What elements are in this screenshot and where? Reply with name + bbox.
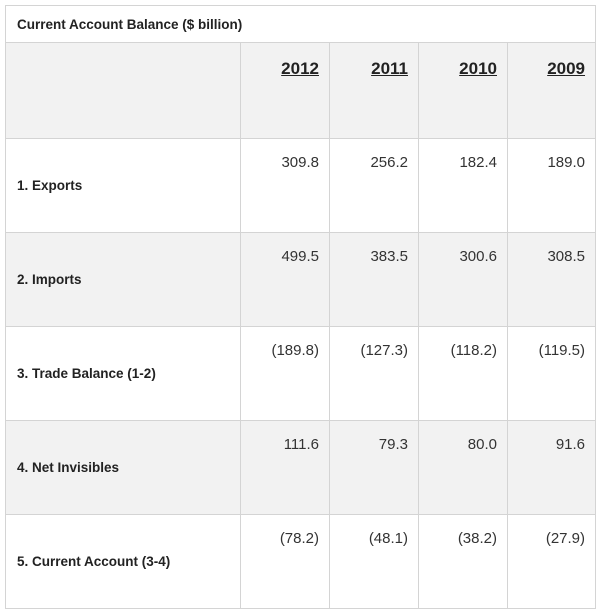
table-row: 2. Imports 499.5 383.5 300.6 308.5 (5, 232, 597, 327)
table-row: 3. Trade Balance (1-2) (189.8) (127.3) (… (5, 326, 597, 421)
table-cell: 300.6 (418, 232, 508, 327)
table-cell: (38.2) (418, 514, 508, 609)
row-label-trade-balance: 3. Trade Balance (1-2) (5, 326, 241, 421)
caption-row: Current Account Balance ($ billion) (4, 5, 597, 43)
table-cell: 111.6 (240, 420, 330, 515)
row-label-current-account: 5. Current Account (3-4) (5, 514, 241, 609)
table-cell: 499.5 (240, 232, 330, 327)
table-cell: (189.8) (240, 326, 330, 421)
year-header-2011: 2011 (329, 42, 419, 139)
table-cell: 309.8 (240, 138, 330, 233)
table-cell: 189.0 (506, 138, 597, 233)
year-header-2010: 2010 (418, 42, 508, 139)
row-label-imports: 2. Imports (5, 232, 241, 327)
table-cell: 182.4 (418, 138, 508, 233)
table-cell: (48.1) (329, 514, 419, 609)
table-cell: 91.6 (506, 420, 597, 515)
table-cell: (27.9) (506, 514, 597, 609)
header-row: 2012 2011 2010 2009 (5, 42, 597, 139)
table-cell: (127.3) (329, 326, 419, 421)
table-cell: 79.3 (329, 420, 419, 515)
table-caption: Current Account Balance ($ billion) (4, 5, 597, 43)
corner-cell (5, 42, 241, 139)
table-cell: 256.2 (329, 138, 419, 233)
table-cell: 383.5 (329, 232, 419, 327)
table-cell: 80.0 (418, 420, 508, 515)
year-header-2012: 2012 (240, 42, 330, 139)
table-cell: (119.5) (506, 326, 597, 421)
table-row: 4. Net Invisibles 111.6 79.3 80.0 91.6 (5, 420, 597, 515)
table-row: 5. Current Account (3-4) (78.2) (48.1) (… (5, 514, 597, 609)
table-cell: 308.5 (506, 232, 597, 327)
row-label-net-invisibles: 4. Net Invisibles (5, 420, 241, 515)
table-cell: (78.2) (240, 514, 330, 609)
year-header-2009: 2009 (506, 42, 597, 139)
row-label-exports: 1. Exports (5, 138, 241, 233)
table-row: 1. Exports 309.8 256.2 182.4 189.0 (5, 138, 597, 233)
table-cell: (118.2) (418, 326, 508, 421)
current-account-table: Current Account Balance ($ billion) 2012… (4, 5, 597, 609)
